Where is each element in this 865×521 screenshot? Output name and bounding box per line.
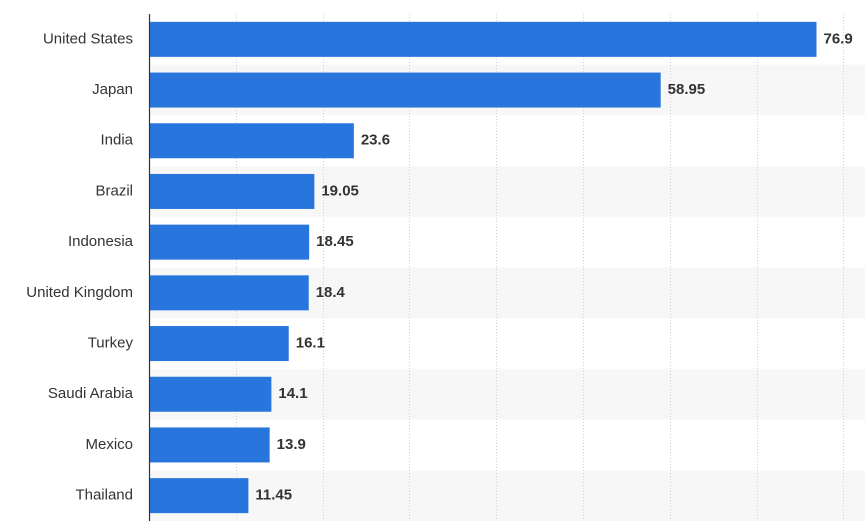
value-label: 23.6 [361,132,390,149]
value-labels: 76.9 58.95 23.6 19.05 18.45 18.4 16.1 14.1 13.9 1… [255,30,852,503]
value-label: 19.05 [321,182,359,199]
category-label: Mexico [85,436,133,453]
bar[interactable] [149,123,354,159]
bar[interactable] [149,326,289,362]
category-label: Japan [92,81,133,98]
category-label: United States [43,30,133,47]
bar[interactable] [149,224,310,260]
category-label: United Kingdom [26,284,133,301]
category-label: Turkey [88,335,134,352]
category-label: Brazil [95,182,133,199]
category-label: Saudi Arabia [48,385,134,402]
category-label: Indonesia [68,233,134,250]
value-label: 14.1 [278,385,307,402]
category-label: Thailand [75,487,133,504]
bar[interactable] [149,21,817,57]
value-label: 58.95 [668,81,706,98]
bar[interactable] [149,275,309,311]
bars [149,21,817,514]
bar[interactable] [149,478,249,514]
row-band [149,470,865,521]
value-label: 18.45 [316,233,354,250]
category-labels: United States Japan India Brazil Indonesia Un… [26,30,133,503]
bar[interactable] [149,72,661,108]
bar[interactable] [149,376,272,412]
value-label: 11.45 [255,487,292,504]
value-label: 13.9 [277,436,306,453]
bar[interactable] [149,173,315,209]
row-bands [149,64,865,521]
value-label: 76.9 [823,30,852,47]
value-label: 18.4 [316,284,346,301]
value-label: 16.1 [296,335,325,352]
category-label: India [100,132,133,149]
bar[interactable] [149,427,270,463]
